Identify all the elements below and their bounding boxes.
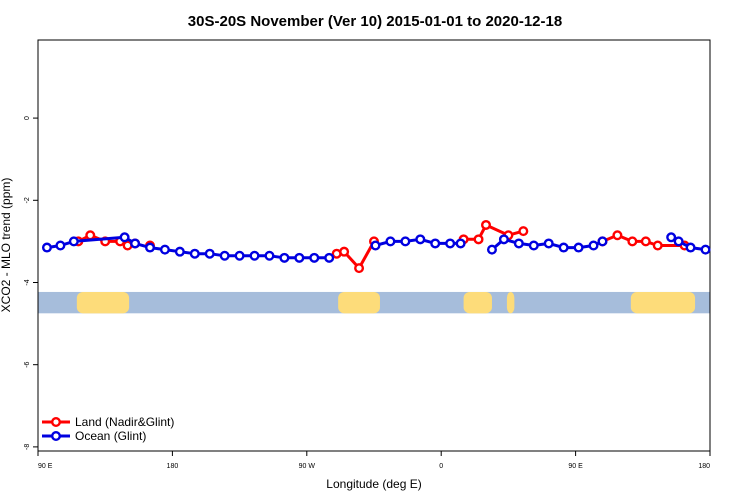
data-point: [597, 236, 608, 247]
data-point: [309, 252, 320, 263]
data-point: [219, 250, 230, 261]
x-axis-label: Longitude (deg E): [326, 477, 421, 491]
data-point: [666, 232, 677, 243]
legend-marker: [51, 417, 62, 428]
x-tick-label: 90 E: [38, 463, 53, 470]
data-point: [234, 250, 245, 261]
data-point: [204, 248, 215, 259]
data-point: [528, 240, 539, 251]
y-tick-label: 0: [24, 116, 31, 120]
legend-marker: [51, 431, 62, 442]
data-point: [68, 236, 79, 247]
data-point: [640, 236, 651, 247]
x-tick-label: 180: [167, 463, 179, 470]
data-point: [685, 242, 696, 253]
y-tick-label: -6: [24, 361, 31, 367]
series-ocean: [41, 232, 711, 263]
data-point: [498, 234, 509, 245]
map-land-patch: [506, 291, 515, 314]
data-point: [189, 248, 200, 259]
y-axis: 0 -2 -4 -6 -8: [24, 116, 38, 450]
data-point: [473, 234, 484, 245]
data-point: [455, 238, 466, 249]
y-tick-label: -8: [24, 444, 31, 450]
legend-label: Land (Nadir&Glint): [75, 415, 174, 429]
data-point: [445, 238, 456, 249]
map-land-patch: [338, 291, 380, 314]
chart-title: 30S-20S November (Ver 10) 2015-01-01 to …: [188, 13, 562, 30]
legend: Land (Nadir&Glint)Ocean (Glint): [42, 415, 174, 443]
data-point: [481, 219, 492, 230]
data-point: [354, 263, 365, 274]
data-point: [264, 250, 275, 261]
x-tick-label: 0: [439, 463, 443, 470]
data-point: [400, 236, 411, 247]
data-point: [339, 246, 350, 257]
data-point: [612, 230, 623, 241]
data-point: [430, 238, 441, 249]
data-point: [294, 252, 305, 263]
x-axis: 90 E 180 90 W 0 90 E 180: [37, 451, 711, 470]
map-land-patch: [630, 291, 696, 314]
data-point: [119, 232, 130, 243]
data-point: [486, 244, 497, 255]
series-line: [463, 223, 524, 241]
data-point: [249, 250, 260, 261]
map-land-patch: [76, 291, 130, 314]
data-point: [159, 244, 170, 255]
data-point: [85, 230, 96, 241]
data-point: [573, 242, 584, 253]
data-point: [543, 238, 554, 249]
x-tick-label: 180: [698, 463, 710, 470]
y-tick-label: -2: [24, 197, 31, 203]
data-point: [588, 240, 599, 251]
legend-label: Ocean (Glint): [75, 429, 146, 443]
plot-area: [37, 39, 711, 452]
data-point: [130, 238, 141, 249]
x-tick-label: 90 W: [299, 463, 316, 470]
data-point: [370, 240, 381, 251]
data-point: [700, 244, 711, 255]
data-point: [652, 240, 663, 251]
data-point: [673, 236, 684, 247]
y-tick-label: -4: [24, 279, 31, 285]
data-point: [558, 242, 569, 253]
map-land-patch: [463, 291, 492, 314]
y-axis-label: XCO2 - MLO trend (ppm): [0, 178, 13, 313]
data-point: [279, 252, 290, 263]
data-point: [174, 246, 185, 257]
data-point: [55, 240, 66, 251]
data-point: [144, 242, 155, 253]
data-point: [627, 236, 638, 247]
data-point: [518, 226, 529, 237]
x-tick-label: 90 E: [568, 463, 583, 470]
data-point: [41, 242, 52, 253]
data-point: [385, 236, 396, 247]
data-point: [324, 252, 335, 263]
data-point: [415, 234, 426, 245]
plot-frame: [37, 39, 711, 452]
data-point: [513, 238, 524, 249]
